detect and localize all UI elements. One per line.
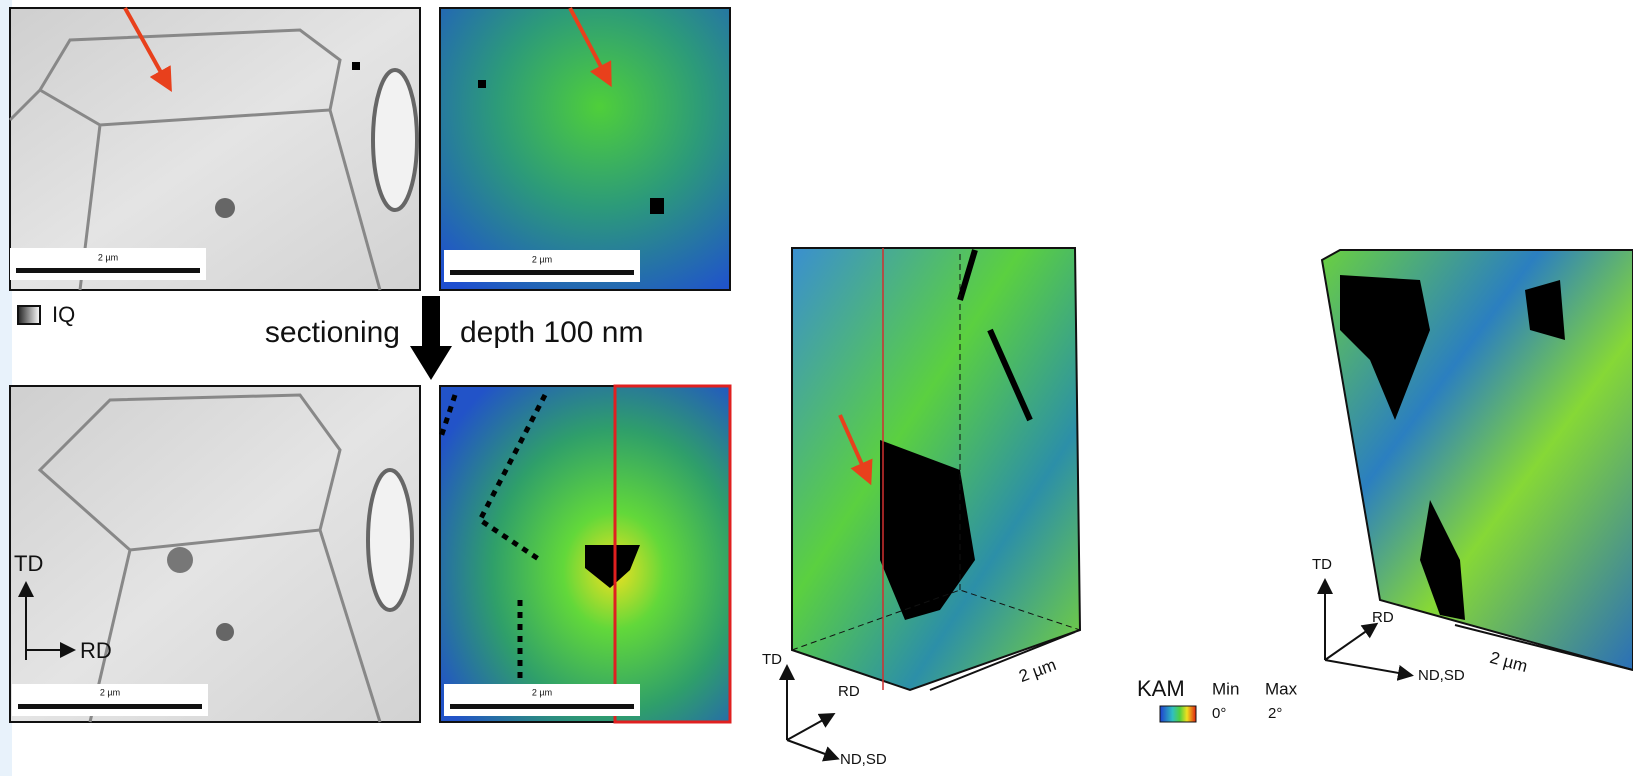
axis-label: TD — [1312, 556, 1332, 573]
axis-label: ND,SD — [1418, 667, 1465, 684]
legend-max-value: 2° — [1268, 705, 1282, 722]
legend-title: KAM — [1137, 676, 1185, 701]
axis-label: RD — [1372, 609, 1394, 626]
depth-label: depth 100 nm — [460, 316, 643, 349]
axis-label: ND,SD — [840, 751, 887, 768]
axis-label: TD — [762, 651, 782, 668]
legend-min-value: 0° — [1212, 705, 1226, 722]
down-arrow — [410, 296, 452, 380]
scale-label: 2 µm — [1016, 655, 1058, 686]
axis-label: RD — [80, 638, 112, 663]
box-3d-right: 2 µm TD RD ND,SD — [1312, 249, 1633, 684]
scale-label: 2 µm — [100, 687, 120, 697]
scale-label: 2 µm — [98, 252, 118, 262]
legend-max: Max — [1265, 679, 1298, 698]
box-3d-left: 2 µm TD RD ND,SD — [762, 247, 1082, 768]
iq-map-bottom: TD RD 2 µm — [9, 385, 421, 723]
sectioning-label: sectioning — [265, 316, 400, 349]
scale-label: 2 µm — [532, 687, 552, 697]
scale-label: 2 µm — [1488, 648, 1530, 676]
iq-swatch — [17, 305, 41, 325]
iq-map-top: 2 µm — [8, 7, 421, 291]
kam-scale — [1159, 705, 1197, 723]
legend-min: Min — [1212, 679, 1239, 698]
kam-map-bottom: 2 µm — [437, 384, 732, 724]
iq-label: IQ — [52, 302, 75, 327]
axis-label: RD — [838, 683, 860, 700]
kam-legend: KAM Min Max 0° 2° — [1137, 676, 1298, 723]
kam-map-top: 2 µm — [352, 7, 731, 291]
scale-label: 2 µm — [532, 254, 552, 264]
axis-label: TD — [14, 551, 43, 576]
